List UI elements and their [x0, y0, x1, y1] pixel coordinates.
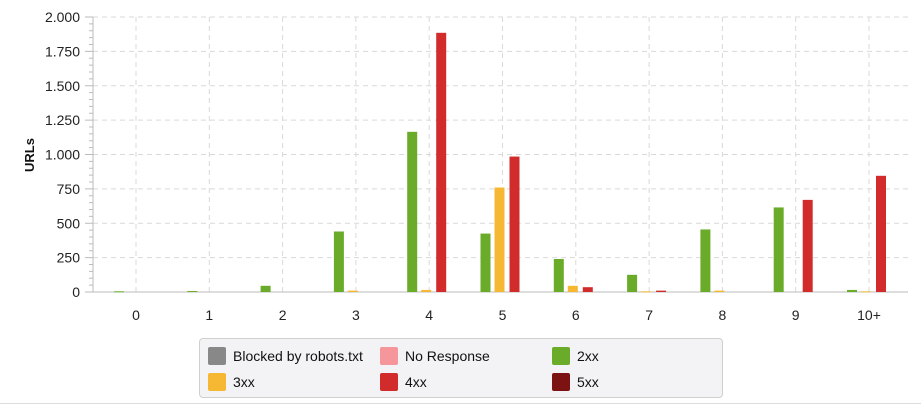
bar: [773, 207, 784, 292]
bar: [187, 291, 198, 293]
legend-item-5xx[interactable]: 5xx: [552, 371, 599, 393]
legend-label: 2xx: [577, 348, 599, 364]
x-tick-label: 8: [719, 307, 727, 323]
y-tick-label: 1.500: [45, 78, 80, 94]
y-tick-label: 0: [72, 284, 80, 300]
legend-label: No Response: [405, 348, 490, 364]
legend-item-blocked[interactable]: Blocked by robots.txt: [208, 345, 363, 367]
divider: [0, 403, 921, 404]
legend-item-2xx[interactable]: 2xx: [552, 345, 599, 367]
x-axis: 0 1 2 3 4 5 6 7 8 9 10+: [93, 291, 908, 323]
bar: [876, 175, 886, 292]
bar: [494, 187, 505, 292]
bar: [641, 291, 652, 293]
y-axis-title: URLs: [22, 138, 37, 172]
bar: [714, 290, 725, 292]
bar: [436, 32, 447, 292]
legend-swatch: [380, 347, 398, 365]
legend-swatch: [552, 373, 570, 391]
bar: [627, 274, 638, 292]
bar-chart: 0 250 500 750 1.000 1.250 1.500 1.750 2.000 0 1 2 3…: [22, 9, 908, 323]
x-tick-label: 2: [279, 307, 287, 323]
legend-label: 5xx: [577, 374, 599, 390]
legend-swatch: [208, 347, 226, 365]
y-axis: 0 250 500 750 1.000 1.250 1.500 1.750 2.000: [45, 9, 94, 300]
x-tick-label: 1: [205, 307, 213, 323]
legend-label: 4xx: [405, 374, 427, 390]
y-tick-label: 250: [57, 250, 81, 266]
legend: Blocked by robots.txt No Response 2xx 3x…: [199, 338, 723, 398]
x-tick-label: 10+: [857, 307, 881, 323]
y-tick-label: 1.250: [45, 112, 80, 128]
x-tick-label: 6: [572, 307, 580, 323]
legend-label: 3xx: [233, 374, 255, 390]
bar: [656, 290, 667, 292]
x-tick-label: 9: [792, 307, 800, 323]
bar: [861, 291, 871, 293]
bar: [509, 156, 520, 292]
x-tick-label: 7: [645, 307, 653, 323]
bar: [407, 131, 418, 292]
bar: [700, 229, 711, 292]
bar: [333, 231, 344, 292]
bar: [260, 285, 271, 292]
x-tick-label: 4: [425, 307, 433, 323]
legend-swatch: [380, 373, 398, 391]
bar: [114, 291, 124, 293]
y-tick-label: 750: [57, 181, 81, 197]
bar: [567, 285, 578, 292]
legend-swatch: [208, 373, 226, 391]
x-tick-label: 5: [499, 307, 507, 323]
bars: [114, 32, 886, 293]
bar: [553, 259, 564, 292]
legend-item-3xx[interactable]: 3xx: [208, 371, 255, 393]
legend-item-no-response[interactable]: No Response: [380, 345, 490, 367]
bar: [421, 289, 432, 292]
bar: [847, 289, 857, 292]
y-tick-label: 2.000: [45, 9, 80, 25]
legend-swatch: [552, 347, 570, 365]
y-tick-label: 1.750: [45, 43, 80, 59]
legend-label: Blocked by robots.txt: [233, 348, 363, 364]
y-tick-label: 1.000: [45, 147, 80, 163]
bar: [347, 290, 358, 292]
x-tick-label: 3: [352, 307, 360, 323]
legend-item-4xx[interactable]: 4xx: [380, 371, 427, 393]
y-tick-label: 500: [57, 215, 81, 231]
bar: [582, 287, 593, 292]
bar: [480, 233, 491, 292]
bar: [802, 199, 813, 292]
x-tick-label: 0: [132, 307, 140, 323]
